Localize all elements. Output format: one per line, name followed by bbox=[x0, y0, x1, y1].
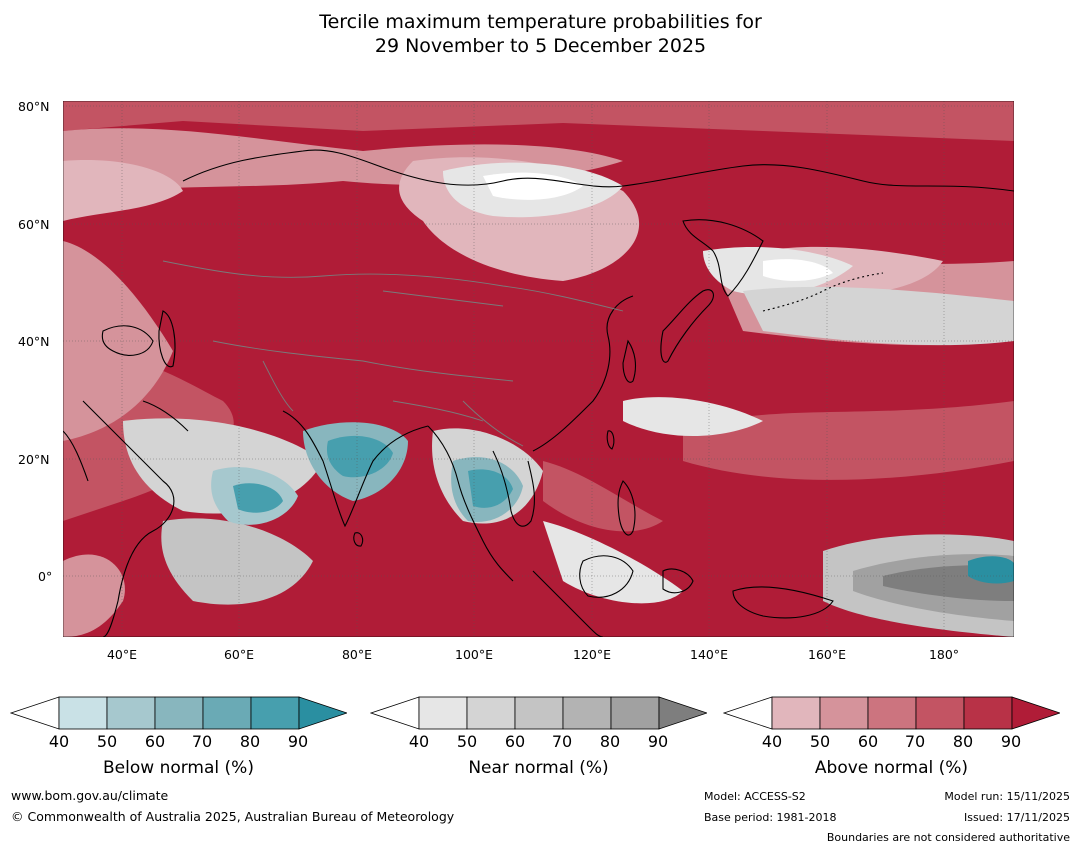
colorbar-below-normal: 40 50 60 70 80 90 Below normal (%) bbox=[9, 696, 349, 778]
colorbar-swatch bbox=[867, 696, 917, 730]
colorbar-near-label: Near normal (%) bbox=[468, 758, 609, 778]
colorbar-tick: 70 bbox=[904, 732, 926, 751]
colorbar-swatch bbox=[202, 696, 252, 730]
colorbar-near-normal: 40 50 60 70 80 90 Near normal (%) bbox=[369, 696, 709, 778]
colorbar-overflow-arrow bbox=[298, 696, 349, 730]
colorbar-tick: 50 bbox=[96, 732, 118, 751]
colorbar-tick: 90 bbox=[647, 732, 669, 751]
colorbar-swatch bbox=[771, 696, 821, 730]
colorbar-tick: 50 bbox=[809, 732, 831, 751]
colorbar-swatch bbox=[250, 696, 300, 730]
lon-label-160e: 160°E bbox=[807, 647, 847, 662]
colorbar-swatch bbox=[106, 696, 156, 730]
colorbar-tick: 90 bbox=[287, 732, 309, 751]
probability-map bbox=[63, 101, 1014, 637]
colorbar-tick: 80 bbox=[952, 732, 974, 751]
colorbar-tick: 40 bbox=[48, 732, 70, 751]
copyright-text: © Commonwealth of Australia 2025, Austra… bbox=[11, 809, 455, 824]
lon-label-100e: 100°E bbox=[454, 647, 494, 662]
lat-label-40n: 40°N bbox=[18, 334, 50, 349]
colorbar-tick: 70 bbox=[551, 732, 573, 751]
disclaimer-text: Boundaries are not considered authoritat… bbox=[826, 831, 1070, 844]
lat-label-80n: 80°N bbox=[18, 99, 50, 114]
colorbar-underflow-arrow bbox=[9, 696, 60, 730]
colorbar-below-swatches bbox=[9, 696, 349, 730]
colorbar-swatch bbox=[610, 696, 660, 730]
colorbar-swatch bbox=[963, 696, 1013, 730]
lat-label-20n: 20°N bbox=[18, 452, 50, 467]
title-line-2: 29 November to 5 December 2025 bbox=[374, 35, 707, 57]
lat-label-60n: 60°N bbox=[18, 217, 50, 232]
below-normal-zones bbox=[211, 422, 1014, 584]
colorbar-swatch bbox=[514, 696, 564, 730]
coastlines bbox=[63, 149, 1014, 637]
colorbar-tick: 60 bbox=[857, 732, 879, 751]
colorbar-below-label: Below normal (%) bbox=[103, 758, 254, 778]
map-title: Tercile maximum temperature probabilitie… bbox=[0, 10, 1081, 58]
colorbar-overflow-arrow bbox=[658, 696, 709, 730]
colorbar-tick: 80 bbox=[239, 732, 261, 751]
colorbar-swatch bbox=[418, 696, 468, 730]
website-link[interactable]: www.bom.gov.au/climate bbox=[11, 788, 169, 803]
graticule bbox=[63, 101, 1014, 637]
model-run-text: Model run: 15/11/2025 bbox=[944, 790, 1070, 803]
issued-text: Issued: 17/11/2025 bbox=[963, 811, 1070, 824]
country-boundaries bbox=[162, 260, 624, 447]
colorbar-above-label: Above normal (%) bbox=[814, 758, 969, 778]
lon-label-60e: 60°E bbox=[223, 647, 255, 662]
colorbar-swatch bbox=[562, 696, 612, 730]
colorbar-underflow-arrow bbox=[369, 696, 420, 730]
colorbar-swatch bbox=[154, 696, 204, 730]
colorbar-tick: 40 bbox=[761, 732, 783, 751]
lon-label-140e: 140°E bbox=[689, 647, 729, 662]
colorbar-above-swatches bbox=[722, 696, 1062, 730]
lon-label-40e: 40°E bbox=[106, 647, 138, 662]
colorbar-tick: 80 bbox=[599, 732, 621, 751]
colorbar-swatch bbox=[915, 696, 965, 730]
colorbar-overflow-arrow bbox=[1011, 696, 1062, 730]
colorbar-tick: 70 bbox=[191, 732, 213, 751]
colorbar-underflow-arrow bbox=[722, 696, 773, 730]
colorbar-swatch bbox=[466, 696, 516, 730]
colorbar-tick: 40 bbox=[408, 732, 430, 751]
lon-label-120e: 120°E bbox=[572, 647, 612, 662]
colorbar-swatch bbox=[819, 696, 869, 730]
lat-label-0: 0° bbox=[38, 569, 53, 584]
colorbar-tick: 90 bbox=[1000, 732, 1022, 751]
colorbar-swatch bbox=[58, 696, 108, 730]
colorbar-near-swatches bbox=[369, 696, 709, 730]
colorbar-tick: 50 bbox=[456, 732, 478, 751]
lon-label-80e: 80°E bbox=[341, 647, 373, 662]
model-text: Model: ACCESS-S2 bbox=[704, 790, 806, 803]
colorbar-tick: 60 bbox=[144, 732, 166, 751]
base-period-text: Base period: 1981-2018 bbox=[704, 811, 837, 824]
title-line-1: Tercile maximum temperature probabilitie… bbox=[319, 11, 762, 33]
colorbar-tick: 60 bbox=[504, 732, 526, 751]
lon-label-180: 180° bbox=[928, 647, 960, 662]
colorbar-above-normal: 40 50 60 70 80 90 Above normal (%) bbox=[722, 696, 1062, 778]
